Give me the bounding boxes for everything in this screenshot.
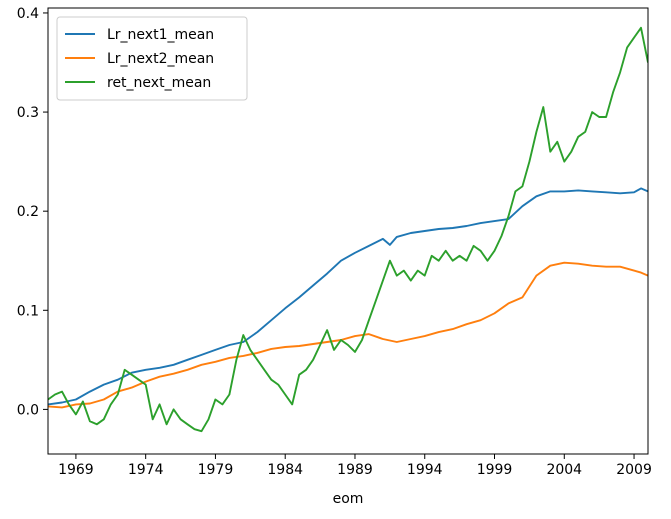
x-tick-label: 1989 bbox=[337, 462, 373, 478]
x-tick-label: 2004 bbox=[546, 462, 582, 478]
y-tick-label: 0.0 bbox=[17, 402, 39, 418]
x-tick-label: 1979 bbox=[198, 462, 234, 478]
series-line-ret-next-mean bbox=[48, 26, 648, 433]
legend-label: ret_next_mean bbox=[107, 75, 211, 91]
x-axis-label: eom bbox=[333, 491, 364, 507]
y-tick-label: 0.2 bbox=[17, 204, 39, 220]
y-tick-label: 0.1 bbox=[17, 303, 39, 319]
y-axis: 0.0 0.1 0.2 0.3 0.4 bbox=[17, 6, 48, 418]
legend-label: Lr_next2_mean bbox=[107, 51, 214, 67]
y-tick-label: 0.4 bbox=[17, 6, 39, 22]
x-tick-label: 2009 bbox=[616, 462, 652, 478]
y-tick-label: 0.3 bbox=[17, 105, 39, 121]
x-tick-label: 1974 bbox=[128, 462, 164, 478]
x-tick-label: 1969 bbox=[58, 462, 94, 478]
x-tick-label: 1984 bbox=[267, 462, 303, 478]
series-line-lr-next1-mean bbox=[48, 187, 648, 406]
plot-frame bbox=[47, 7, 649, 455]
legend: Lr_next1_mean Lr_next2_mean ret_next_mean bbox=[56, 16, 248, 101]
legend-box bbox=[56, 16, 248, 101]
x-tick-label: 1994 bbox=[407, 462, 443, 478]
series-line-lr-next2-mean bbox=[48, 261, 648, 409]
series-layer bbox=[48, 26, 648, 433]
x-tick-label: 1999 bbox=[477, 462, 513, 478]
x-axis: 1969 1974 1979 1984 1989 1994 1999 2004 2009 bbox=[58, 454, 652, 478]
legend-label: Lr_next1_mean bbox=[107, 27, 214, 43]
